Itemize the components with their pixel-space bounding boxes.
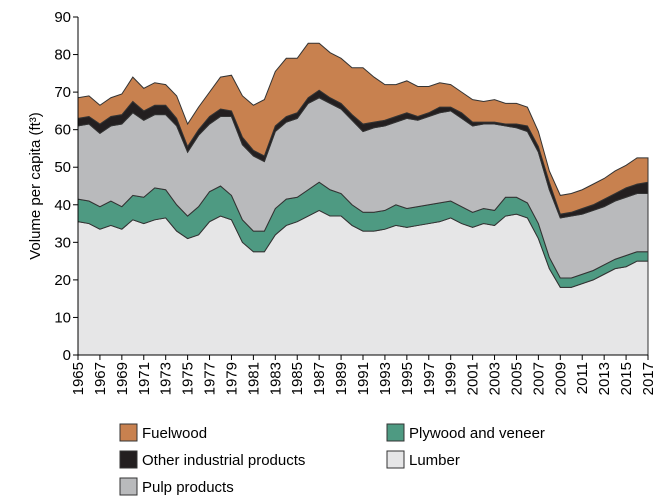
x-tick-label: 1981 bbox=[245, 362, 262, 395]
x-tick-label: 1977 bbox=[202, 362, 219, 395]
y-tick-label: 50 bbox=[54, 159, 71, 176]
x-tick-label: 2003 bbox=[487, 362, 504, 395]
x-tick-label: 2009 bbox=[552, 362, 569, 395]
legend-label: Plywood and veneer bbox=[409, 425, 545, 442]
legend-label: Lumber bbox=[409, 452, 460, 469]
legend-label: Fuelwood bbox=[142, 425, 207, 442]
y-tick-label: 90 bbox=[54, 9, 71, 26]
legend-swatch bbox=[119, 450, 138, 469]
legend-swatch bbox=[119, 423, 138, 442]
y-tick-label: 0 bbox=[63, 347, 71, 364]
y-tick-label: 40 bbox=[54, 197, 71, 214]
legend-swatch bbox=[119, 477, 138, 496]
x-tick-label: 2001 bbox=[465, 362, 482, 395]
x-tick-label: 1973 bbox=[158, 362, 175, 395]
x-tick-label: 1995 bbox=[399, 362, 416, 395]
x-tick-label: 1983 bbox=[267, 362, 284, 395]
x-tick-label: 1969 bbox=[114, 362, 131, 395]
x-tick-label: 1971 bbox=[136, 362, 153, 395]
x-tick-label: 1999 bbox=[443, 362, 460, 395]
y-tick-label: 10 bbox=[54, 309, 71, 326]
x-tick-label: 1965 bbox=[70, 362, 87, 395]
x-tick-label: 2015 bbox=[618, 362, 635, 395]
y-tick-label: 30 bbox=[54, 234, 71, 251]
y-axis-label: Volume per capita (ft³) bbox=[27, 112, 44, 260]
y-tick-label: 70 bbox=[54, 84, 71, 101]
x-tick-label: 2013 bbox=[596, 362, 613, 395]
x-tick-label: 1979 bbox=[223, 362, 240, 395]
x-tick-label: 1989 bbox=[333, 362, 350, 395]
y-tick-label: 80 bbox=[54, 47, 71, 64]
legend-swatch bbox=[386, 423, 405, 442]
x-tick-label: 1991 bbox=[355, 362, 372, 395]
x-tick-label: 1967 bbox=[92, 362, 109, 395]
x-tick-label: 1975 bbox=[180, 362, 197, 395]
legend-swatch bbox=[386, 450, 405, 469]
y-tick-label: 60 bbox=[54, 122, 71, 139]
area bbox=[77, 42, 649, 215]
x-tick-label: 2005 bbox=[508, 362, 525, 395]
x-tick-label: 1997 bbox=[421, 362, 438, 395]
x-tick-label: 1993 bbox=[377, 362, 394, 395]
x-tick-label: 2007 bbox=[530, 362, 547, 395]
x-tick-label: 1985 bbox=[289, 362, 306, 395]
legend-label: Other industrial products bbox=[142, 452, 305, 469]
x-tick-label: 1987 bbox=[311, 362, 328, 395]
legend-label: Pulp products bbox=[142, 479, 234, 496]
x-tick-label: 2017 bbox=[640, 362, 657, 395]
y-tick-label: 20 bbox=[54, 272, 71, 289]
x-tick-label: 2011 bbox=[574, 362, 591, 394]
